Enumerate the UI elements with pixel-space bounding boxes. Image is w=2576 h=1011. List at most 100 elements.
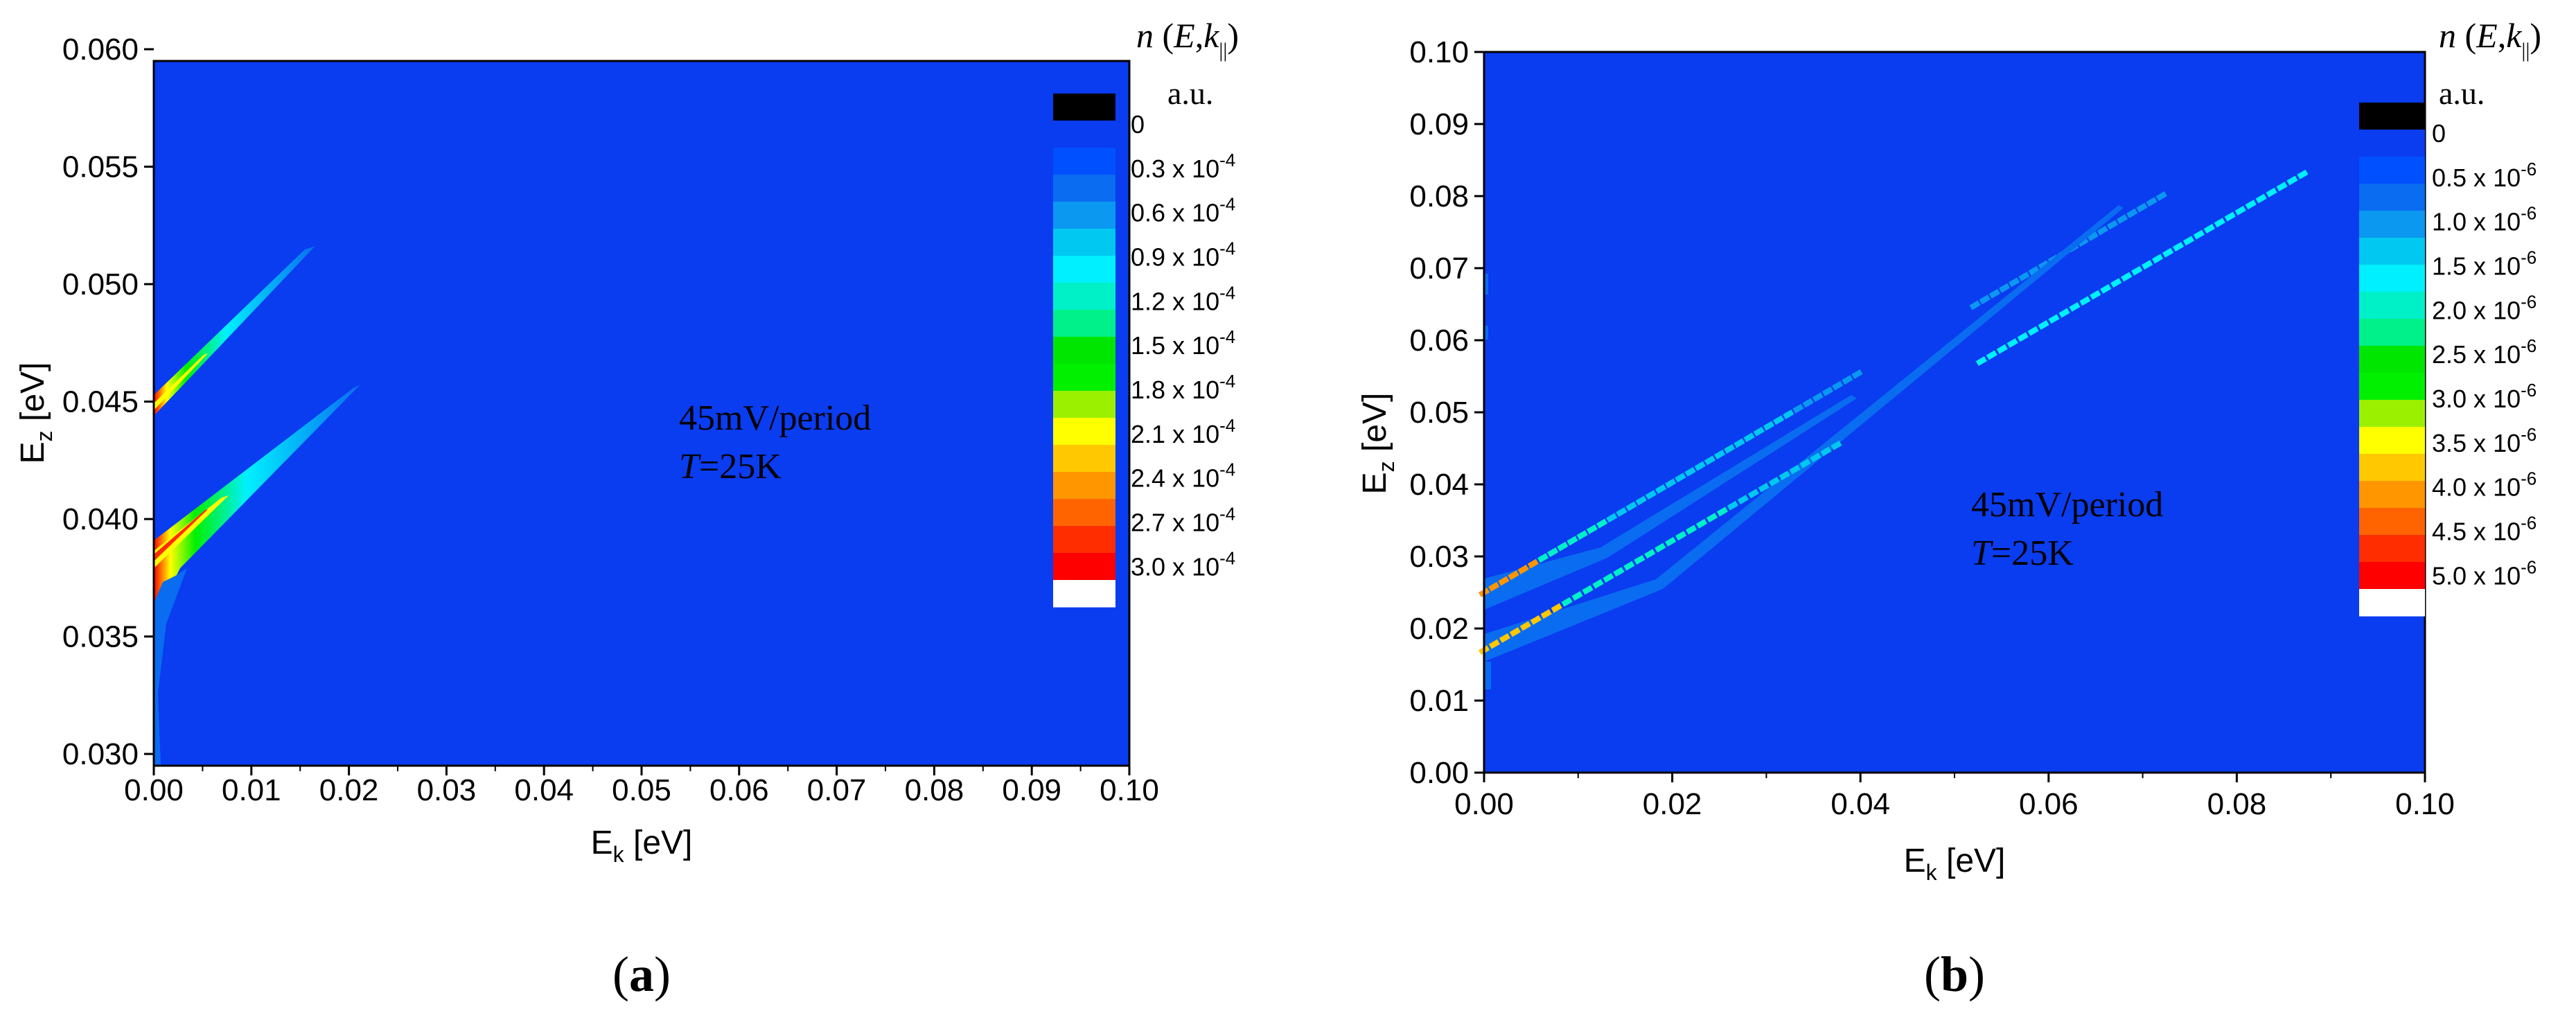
colorbar-title-a: n (E,k||) bbox=[1136, 16, 1239, 62]
colorbar-swatch bbox=[2359, 103, 2425, 130]
band-segment bbox=[1799, 458, 1811, 468]
band-segment bbox=[2058, 308, 2070, 318]
colorbar-swatch bbox=[2359, 535, 2425, 563]
x-tick-label: 0.09 bbox=[1002, 773, 1061, 807]
band-segment bbox=[1616, 507, 1627, 517]
colorbar-label: 1.5 x 10-6 bbox=[2432, 247, 2537, 281]
band-segment bbox=[1792, 403, 1804, 414]
panel-label-a: (a) bbox=[612, 947, 671, 1002]
y-tick-label: 0.09 bbox=[1409, 107, 1469, 141]
band-segment bbox=[1694, 461, 1706, 471]
band-segment bbox=[1714, 450, 1726, 460]
y-tick-label: 0.00 bbox=[1409, 756, 1469, 790]
band-segment bbox=[2097, 225, 2108, 236]
y-axis-label-b: Ez [eV] bbox=[1357, 393, 1399, 495]
band-segment bbox=[1851, 369, 1863, 379]
x-tick-label: 0.06 bbox=[2019, 787, 2079, 821]
band-segment bbox=[2234, 205, 2246, 216]
colorbar-swatch bbox=[1053, 445, 1115, 473]
colorbar-swatch bbox=[1053, 175, 1115, 202]
band-segment bbox=[2038, 320, 2049, 330]
colorbar-swatch bbox=[2359, 265, 2425, 292]
colorbar-swatch bbox=[1053, 526, 1115, 554]
band-segment bbox=[1686, 525, 1697, 535]
colorbar-label: 2.0 x 10-6 bbox=[2432, 291, 2537, 324]
band-segment bbox=[1810, 452, 1821, 463]
band-segment bbox=[1998, 283, 2011, 293]
colorbar-swatch bbox=[2359, 238, 2425, 265]
band-segment bbox=[1517, 564, 1529, 574]
band-segment bbox=[1842, 375, 1853, 385]
plot-area-b bbox=[1484, 52, 2425, 773]
band-segment bbox=[2155, 191, 2167, 201]
colorbar-swatch bbox=[2359, 211, 2425, 238]
band-segment bbox=[1996, 344, 2008, 354]
band-segment bbox=[1773, 415, 1785, 425]
band-segment bbox=[1737, 495, 1749, 504]
colorbar-label: 2.4 x 10-4 bbox=[1131, 459, 1235, 493]
colorbar-swatch bbox=[2359, 508, 2425, 536]
colorbar-swatch bbox=[1053, 256, 1115, 283]
x-axis-label-b: Ek [eV] bbox=[1904, 843, 2006, 885]
band-segment bbox=[1789, 464, 1801, 475]
band-segment bbox=[1498, 576, 1510, 586]
band-segment bbox=[1527, 559, 1539, 569]
colorbar-swatch bbox=[1053, 391, 1115, 419]
band-segment bbox=[1779, 471, 1790, 481]
x-tick-label: 0.08 bbox=[2207, 787, 2267, 821]
colorbar-label: 1.0 x 10-6 bbox=[2432, 203, 2537, 236]
band-segment bbox=[2162, 247, 2174, 258]
y-tick-label: 0.08 bbox=[1409, 179, 1469, 213]
colorbar-b: 0 0.5 x 10-6 1.0 x 10-6 1.5 x 10-6 2.0 x 10-… bbox=[2359, 103, 2537, 617]
band-segment bbox=[1706, 513, 1718, 523]
colorbar-swatch bbox=[2359, 454, 2425, 482]
band-segment bbox=[1530, 615, 1542, 625]
band-segment bbox=[2079, 296, 2091, 306]
band-segment bbox=[1603, 572, 1614, 583]
band-segment bbox=[2224, 211, 2236, 222]
band-segment bbox=[1634, 554, 1646, 565]
band-segment bbox=[1975, 356, 1987, 367]
colorbar-swatch bbox=[1053, 337, 1115, 364]
colorbar-label: 2.5 x 10-6 bbox=[2432, 335, 2537, 369]
band-segment bbox=[1665, 536, 1677, 547]
band-segment bbox=[1488, 639, 1501, 649]
y-ticks-b: 0.00 0.01 0.02 0.03 0.04 0.05 0.06 0.07 0.08 0.09… bbox=[1409, 35, 1484, 790]
band-segment bbox=[2172, 242, 2185, 252]
band-segment bbox=[1802, 398, 1814, 408]
band-segment bbox=[2152, 254, 2164, 264]
colorbar-label: 1.2 x 10-4 bbox=[1131, 282, 1235, 315]
y-tick-label: 0.05 bbox=[1409, 396, 1469, 430]
colorbar-swatch bbox=[1053, 418, 1115, 446]
band-segment bbox=[2266, 187, 2277, 197]
y-tick-label: 0.030 bbox=[62, 737, 139, 771]
colorbar-label: 0 bbox=[2432, 119, 2446, 148]
colorbar-swatch bbox=[1053, 94, 1115, 121]
y-tick-label: 0.06 bbox=[1409, 324, 1469, 358]
x-tick-label: 0.07 bbox=[807, 773, 867, 807]
band-segment bbox=[1576, 530, 1588, 540]
band-segment bbox=[2146, 197, 2158, 207]
band-segment bbox=[1582, 585, 1594, 595]
band-segment bbox=[2136, 202, 2148, 213]
y-tick-label: 0.03 bbox=[1409, 540, 1469, 574]
colorbar-swatch bbox=[1053, 472, 1115, 500]
colorbar-label: 0 bbox=[1131, 110, 1145, 139]
band-segment bbox=[1547, 547, 1559, 557]
y-tick-label: 0.050 bbox=[62, 267, 139, 301]
band-segment bbox=[2117, 214, 2128, 225]
band-segment bbox=[1537, 553, 1549, 563]
y-tick-label: 0.060 bbox=[62, 33, 139, 67]
x-tick-label: 0.00 bbox=[124, 773, 184, 807]
x-axis-label-a: Ek [eV] bbox=[591, 825, 693, 867]
band-segment bbox=[2069, 301, 2081, 312]
band-segment bbox=[2193, 229, 2205, 240]
band-segment bbox=[1675, 531, 1687, 541]
colorbar-label: 2.1 x 10-4 bbox=[1131, 415, 1235, 448]
x-tick-label: 0.04 bbox=[1830, 787, 1890, 821]
band-segment bbox=[1644, 549, 1656, 559]
x-tick-label: 0.10 bbox=[1100, 773, 1159, 807]
band-segment bbox=[2038, 260, 2049, 270]
colorbar-label: 0.5 x 10-6 bbox=[2432, 159, 2537, 192]
band-segment bbox=[1571, 591, 1583, 601]
